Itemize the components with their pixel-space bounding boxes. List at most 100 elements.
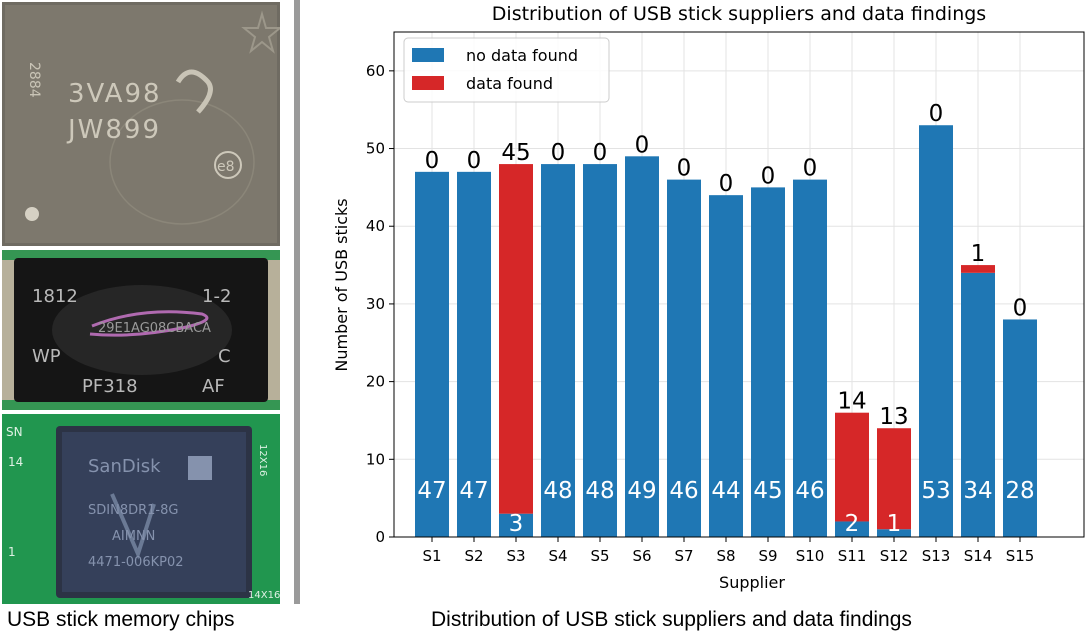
pin1-dot-icon <box>25 207 39 221</box>
x-tick-label-S11: S11 <box>838 547 867 565</box>
no-data-label-S9: 45 <box>753 478 782 504</box>
x-tick-label-S6: S6 <box>632 547 651 565</box>
data-found-label-S3: 45 <box>501 140 530 166</box>
no-data-label-S12: 1 <box>887 511 902 537</box>
data-found-label-S8: 0 <box>719 171 734 197</box>
x-tick-label-S12: S12 <box>880 547 909 565</box>
no-data-label-S11: 2 <box>845 511 860 537</box>
legend-label: data found <box>466 74 553 93</box>
chip-photos: 2884 3VA98 JW899 e8 1812 1-2 29E1AG08CBA… <box>0 0 282 604</box>
y-tick-label: 10 <box>366 450 385 468</box>
no-data-label-S5: 48 <box>585 478 614 504</box>
y-tick-label: 60 <box>366 62 385 80</box>
bar-no-data-S7 <box>667 179 701 537</box>
chip2-line-7: AF <box>202 376 225 397</box>
chip1-code-text: 2884 <box>26 62 42 98</box>
bar-no-data-S6 <box>625 156 659 538</box>
bar-data-found-S3 <box>499 164 533 514</box>
chip2-line-1: 1812 <box>32 286 78 307</box>
board-label-4: 12X16 <box>257 444 268 476</box>
bar-no-data-S10 <box>793 179 827 537</box>
chip2-line-3: 29E1AG08CBACA <box>98 321 211 336</box>
no-data-label-S7: 46 <box>669 478 698 504</box>
bars <box>415 125 1037 538</box>
bar-no-data-S2 <box>457 171 491 537</box>
bar-data-found-S11 <box>835 412 869 522</box>
left-caption: USB stick memory chips <box>7 608 235 631</box>
x-axis-label: Supplier <box>719 573 785 592</box>
y-tick-label: 30 <box>366 295 385 313</box>
x-tick-label-S1: S1 <box>422 547 441 565</box>
chip2-line-4: WP <box>32 346 61 367</box>
x-tick-label-S10: S10 <box>796 547 825 565</box>
data-found-label-S12: 13 <box>879 404 908 430</box>
bar-no-data-S8 <box>709 195 743 537</box>
chip2-line-6: PF318 <box>82 376 138 397</box>
qr-code-icon <box>188 456 212 480</box>
bar-no-data-S14 <box>961 272 995 537</box>
bar-no-data-S9 <box>751 187 785 537</box>
legend-label: no data found <box>466 46 578 65</box>
no-data-label-S10: 46 <box>795 478 824 504</box>
x-axis: S1 S2 S3 S4 S5 S6 S7 S8 S9 S10 S11 S12 S13 S14 S15 <box>422 537 1034 565</box>
data-found-label-S6: 0 <box>635 132 650 158</box>
board-label-5: 14X16 <box>248 590 280 601</box>
chip1-e8-mark: e8 <box>217 159 235 175</box>
x-tick-label-S4: S4 <box>548 547 567 565</box>
bar-no-data-S1 <box>415 171 449 537</box>
no-data-label-S1: 47 <box>417 478 446 504</box>
chip3-line-3: AIMNN <box>112 529 155 544</box>
data-found-label-S4: 0 <box>551 140 566 166</box>
y-axis: 0 10 20 30 40 50 60 <box>366 62 394 546</box>
bar-no-data-S4 <box>541 164 575 538</box>
no-data-label-S6: 49 <box>627 478 656 504</box>
no-data-label-S2: 47 <box>459 478 488 504</box>
right-caption: Distribution of USB stick suppliers and … <box>431 608 912 631</box>
data-found-label-S11: 14 <box>837 389 866 415</box>
x-tick-label-S13: S13 <box>922 547 951 565</box>
data-found-label-S7: 0 <box>677 156 692 182</box>
legend-swatch <box>412 48 444 62</box>
y-tick-label: 50 <box>366 140 385 158</box>
chip3-line-1: SanDisk <box>88 456 161 477</box>
x-tick-label-S14: S14 <box>964 547 993 565</box>
no-data-label-S13: 53 <box>921 478 950 504</box>
y-tick-label: 0 <box>375 528 385 546</box>
legend-swatch <box>412 76 444 90</box>
x-tick-label-S8: S8 <box>716 547 735 565</box>
data-found-label-S10: 0 <box>803 156 818 182</box>
legend: no data found data found <box>403 37 610 103</box>
board-label-2: 14 <box>8 455 23 469</box>
y-tick-label: 20 <box>366 373 385 391</box>
chip-photo-2: 1812 1-2 29E1AG08CBACA WP C PF318 AF <box>2 250 280 410</box>
micron-logo-icon <box>175 69 213 114</box>
bar-no-data-S5 <box>583 164 617 538</box>
no-data-label-S8: 44 <box>711 478 740 504</box>
legend-box <box>403 37 610 103</box>
chip3-line-2: SDIN8DR1-8G <box>88 503 178 518</box>
divider-bar <box>294 0 300 604</box>
chip2-line-2: 1-2 <box>202 286 231 307</box>
chip-photo-1: 2884 3VA98 JW899 e8 <box>2 2 280 246</box>
x-tick-label-S5: S5 <box>590 547 609 565</box>
bar-no-data-S15 <box>1003 319 1037 537</box>
data-found-label-S9: 0 <box>761 163 776 189</box>
data-found-label-S1: 0 <box>425 148 440 174</box>
x-tick-label-S7: S7 <box>674 547 693 565</box>
chip-photo-3: SN 14 1 12X16 14X16 SanDisk SDIN8DR1-8G … <box>2 414 280 604</box>
bar-no-data-S13 <box>919 125 953 537</box>
y-axis-label: Number of USB sticks <box>332 198 351 371</box>
board-label-1: SN <box>6 425 23 439</box>
chip1-line-2: JW899 <box>66 115 161 145</box>
data-found-label-S15: 0 <box>1013 295 1028 321</box>
no-data-label-S4: 48 <box>543 478 572 504</box>
bar-no-data-S11 <box>835 521 869 537</box>
no-data-label-S15: 28 <box>1005 478 1034 504</box>
bar-no-data-S12 <box>877 529 911 537</box>
y-tick-label: 40 <box>366 217 385 235</box>
bar-no-data-S3 <box>499 513 533 537</box>
value-labels: 0 47 0 47 45 3 0 48 0 48 0 49 0 46 0 44 0 45 0 46 14 2 13 1 0 53 1… <box>417 101 1034 537</box>
star-mark-icon <box>241 10 280 54</box>
chart-title: Distribution of USB stick suppliers and … <box>492 3 986 25</box>
data-found-label-S2: 0 <box>467 148 482 174</box>
